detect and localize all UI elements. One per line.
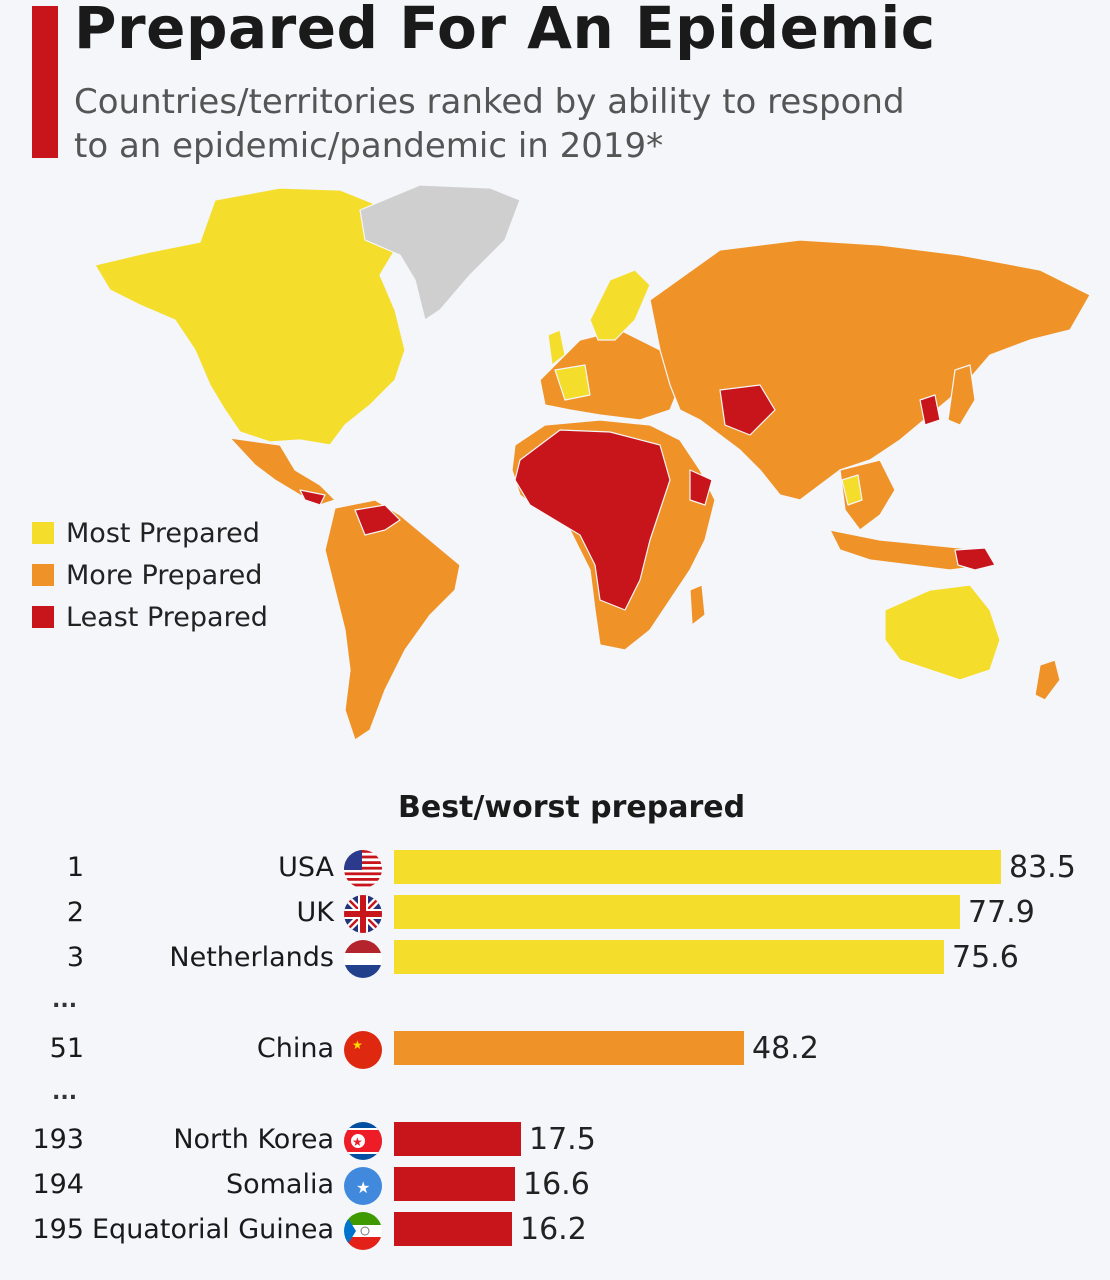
bar-usa: [394, 850, 1001, 884]
legend-swatch: [32, 606, 54, 628]
rank-label: 193: [32, 1124, 84, 1155]
bar-equatorial-guinea: [394, 1212, 512, 1246]
country-label: UK: [296, 897, 334, 928]
south-america-region: [324, 499, 461, 741]
bar-chart-title: Best/worst prepared: [398, 790, 746, 825]
japan-region: [947, 364, 976, 426]
asia-region: [649, 239, 1091, 501]
madagascar-region: [689, 584, 706, 626]
rank-label: 194: [32, 1169, 84, 1200]
rank-label: 3: [66, 942, 84, 973]
chart-subtitle: Countries/territories ranked by ability …: [74, 82, 905, 166]
svg-text:★: ★: [352, 1135, 363, 1149]
rank-label: 1: [66, 852, 84, 883]
venezuela-least: [354, 504, 401, 536]
equatorial-guinea-flag-icon: [344, 1212, 382, 1250]
country-label: Somalia: [225, 1169, 334, 1200]
netherlands-flag-icon: [344, 940, 382, 978]
north-korea-flag-icon: ★: [344, 1122, 382, 1160]
bar-somalia: [394, 1167, 515, 1201]
scandinavia-region: [589, 269, 651, 341]
uk-flag-icon: [344, 895, 382, 933]
usa-flag-icon: [344, 850, 382, 888]
bar-value-label: 16.6: [523, 1167, 590, 1202]
bar-row: 194 Somalia ★ 16.6: [0, 1165, 1110, 1205]
svg-text:★: ★: [352, 1038, 363, 1052]
legend-label: More Prepared: [66, 559, 263, 591]
australia-region: [884, 584, 1001, 681]
bar-value-label: 75.6: [952, 940, 1019, 975]
bar-value-label: 17.5: [529, 1122, 596, 1157]
world-choropleth-map: [94, 184, 1091, 741]
somalia-flag-icon: ★: [344, 1167, 382, 1205]
rank-label: 195: [32, 1214, 84, 1245]
rank-gap-marker: ...: [52, 1080, 78, 1105]
central-america-least: [299, 489, 326, 506]
country-label: Equatorial Guinea: [92, 1214, 334, 1245]
middle-east-least: [719, 384, 776, 436]
bar-china: [394, 1031, 744, 1065]
svg-text:★: ★: [356, 1178, 370, 1197]
bar-value-label: 77.9: [968, 895, 1035, 930]
bar-north-korea: [394, 1122, 521, 1156]
country-label: North Korea: [173, 1124, 334, 1155]
north-america-region: [94, 187, 406, 446]
legend-item-least: Least Prepared: [32, 596, 268, 638]
bar-row: 3 Netherlands 75.6: [0, 938, 1110, 978]
horn-of-africa-least: [689, 469, 713, 506]
bar-value-label: 48.2: [752, 1031, 819, 1066]
bar-chart: ... ... 1 USA 83.5 2 UK 77.9 3 Netherlands 75.6 5…: [0, 840, 1110, 1260]
uk-region: [547, 329, 566, 366]
bar-netherlands: [394, 940, 944, 974]
mexico-region: [229, 437, 336, 506]
papua-least: [954, 547, 996, 571]
rank-label: 51: [49, 1033, 84, 1064]
country-label: China: [256, 1033, 334, 1064]
bar-uk: [394, 895, 960, 929]
legend-label: Least Prepared: [66, 601, 268, 633]
bar-value-label: 83.5: [1009, 850, 1076, 885]
bar-row: 51 China ★ 48.2: [0, 1029, 1110, 1069]
country-label: Netherlands: [169, 942, 334, 973]
title-accent-bar: [32, 6, 58, 158]
france-region: [554, 364, 591, 401]
legend-item-more: More Prepared: [32, 554, 268, 596]
rank-label: 2: [66, 897, 84, 928]
legend-item-most: Most Prepared: [32, 512, 268, 554]
legend-label: Most Prepared: [66, 517, 260, 549]
africa-least-region: [514, 429, 671, 611]
bar-row: 2 UK 77.9: [0, 893, 1110, 933]
legend-swatch: [32, 564, 54, 586]
rank-gap-marker: ...: [52, 988, 78, 1013]
new-zealand-region: [1034, 659, 1061, 701]
legend-swatch: [32, 522, 54, 544]
thailand-region: [841, 474, 863, 506]
korea-least: [919, 394, 941, 426]
chart-title: Prepared For An Epidemic: [74, 0, 936, 62]
greenland-region: [359, 184, 521, 321]
bar-row: 195 Equatorial Guinea 16.2: [0, 1210, 1110, 1250]
china-flag-icon: ★: [344, 1031, 382, 1069]
map-legend: Most Prepared More Prepared Least Prepar…: [32, 512, 268, 638]
bar-value-label: 16.2: [520, 1212, 587, 1247]
country-label: USA: [278, 852, 334, 883]
bar-row: 1 USA 83.5: [0, 848, 1110, 888]
bar-row: 193 North Korea ★ 17.5: [0, 1120, 1110, 1160]
